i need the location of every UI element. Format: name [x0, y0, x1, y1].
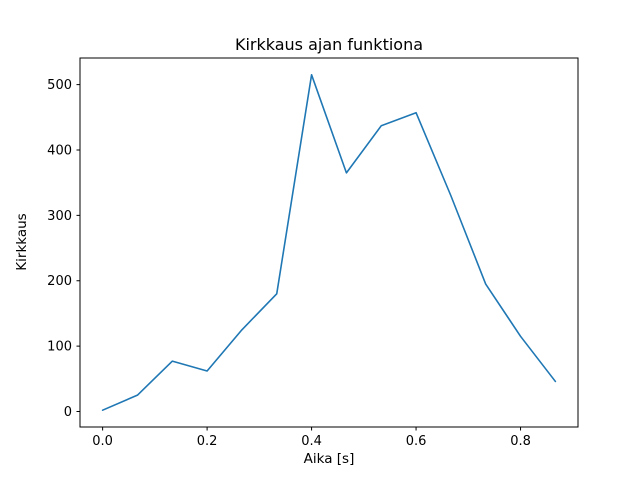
y-tick-label: 0: [64, 405, 72, 420]
plot-border: [79, 57, 579, 428]
x-tick-label: 0.0: [92, 434, 113, 449]
x-tick-label: 0.6: [406, 434, 427, 449]
x-tick-label: 0.2: [197, 434, 218, 449]
x-tick-label: 0.8: [510, 434, 531, 449]
y-axis-label: Kirkkaus: [14, 213, 30, 270]
y-tick-label: 200: [47, 274, 72, 289]
x-axis-label: Aika [s]: [304, 451, 355, 467]
chart-title: Kirkkaus ajan funktiona: [235, 35, 423, 54]
y-tick-label: 400: [47, 143, 72, 158]
x-tick-label: 0.4: [301, 434, 322, 449]
data-line: [101, 74, 557, 412]
y-tick-label: 300: [47, 209, 72, 224]
y-tick-label: 500: [47, 78, 72, 93]
y-tick-label: 100: [47, 340, 72, 355]
